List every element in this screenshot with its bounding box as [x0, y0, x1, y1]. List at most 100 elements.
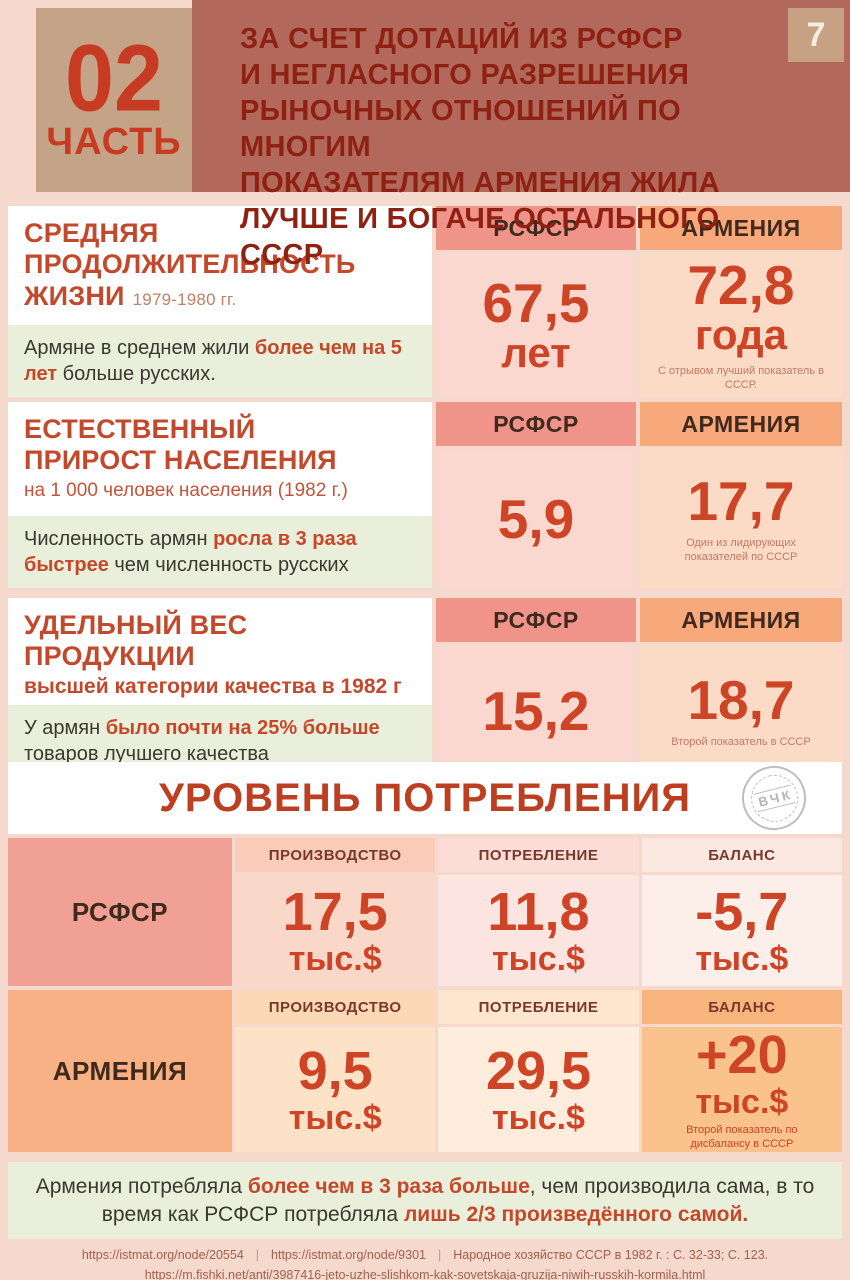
value-number: 17,5 [282, 882, 388, 942]
section-info-panel: ЕСТЕСТВЕННЫЙ ПРИРОСТ НАСЕЛЕНИЯ на 1 000 … [8, 402, 432, 588]
armenia-column-header: АРМЕНИЯ [640, 206, 842, 250]
armenia-column-header: АРМЕНИЯ [640, 402, 842, 446]
rsfsr-column-header: РСФСР [436, 402, 636, 446]
armenia-value-cell: 72,8 года С отрывом лучший показатель в … [640, 254, 842, 397]
section-product-quality: УДЕЛЬНЫЙ ВЕС ПРОДУКЦИИ высшей категории … [8, 598, 842, 777]
section-population-growth: ЕСТЕСТВЕННЫЙ ПРИРОСТ НАСЕЛЕНИЯ на 1 000 … [8, 402, 842, 588]
page-number-badge: 7 [788, 8, 844, 62]
section-subtitle: на 1 000 человек населения (1982 г.) [24, 479, 348, 501]
part-label: ЧАСТЬ [46, 121, 182, 164]
column-header-production: ПРОИЗВОДСТВО [235, 990, 436, 1024]
footer-separator: | [438, 1248, 442, 1263]
section-title-line: ПРИРОСТ НАСЕЛЕНИЯ [24, 445, 337, 476]
value-number: +20 [696, 1024, 788, 1085]
title-line: ПОКАЗАТЕЛЯМ АРМЕНИЯ ЖИЛА [240, 166, 720, 199]
consumption-title: УРОВЕНЬ ПОТРЕБЛЕНИЯ [158, 775, 691, 820]
section-title-line: УДЕЛЬНЫЙ ВЕС ПРОДУКЦИИ [24, 610, 248, 672]
note-text: больше русских. [57, 362, 216, 385]
cell-rsfsr-balance: БАЛАНС -5,7 тыс.$ [641, 838, 842, 986]
note-highlight: было почти на 25% больше [105, 716, 380, 739]
stamp-icon: ВЧК [735, 759, 813, 837]
cell-armenia-balance: БАЛАНС +20 тыс.$ Второй показатель по ди… [641, 990, 842, 1152]
note-text: чем численность русских [108, 554, 349, 576]
note-highlight: более чем на 5 лет [24, 336, 402, 385]
section-note: Армяне в среднем жили более чем на 5 лет… [8, 324, 432, 397]
title-line: РЫНОЧНЫХ ОТНОШЕНИЙ ПО МНОГИМ [240, 94, 681, 163]
value-cell: 11,8 тыс.$ [438, 875, 639, 986]
armenia-caption: С отрывом лучший показатель в СССР. [658, 365, 824, 392]
rsfsr-value-cell: 67,5 лет [436, 254, 636, 397]
section-info-panel: УДЕЛЬНЫЙ ВЕС ПРОДУКЦИИ высшей категории … [8, 598, 432, 777]
column-header-consumption: ПОТРЕБЛЕНИЕ [438, 838, 639, 872]
consumption-row-armenia: АРМЕНИЯ ПРОИЗВОДСТВО 9,5 тыс.$ ПОТРЕБЛЕН… [8, 990, 842, 1152]
value-unit: тыс.$ [695, 1082, 789, 1121]
note-text: , чем производила сама, в то время как Р… [101, 1175, 815, 1226]
note-text: У армян [24, 716, 106, 739]
note-text: Численность армян [24, 528, 214, 550]
header: 02 ЧАСТЬ ЗА СЧЕТ ДОТАЦИЙ ИЗ РСФСР И НЕГЛ… [0, 0, 850, 271]
note-text: товаров лучшего качества [24, 742, 269, 765]
bottom-summary-note: Армения потребляла более чем в 3 раза бо… [8, 1162, 842, 1240]
cell-armenia-production: ПРОИЗВОДСТВО 9,5 тыс.$ [235, 990, 436, 1152]
part-badge: 02 ЧАСТЬ [36, 8, 192, 192]
footer-line-2: https://m.fishki.net/anti/3987416-jeto-u… [0, 1266, 850, 1280]
value-number: 29,5 [485, 1041, 592, 1101]
source-citation: Народное хозяйство СССР в 1982 г. : С. 3… [453, 1248, 769, 1263]
stamp-text: ВЧК [753, 784, 795, 812]
value-number: -5,7 [695, 882, 789, 942]
value-unit: тыс.$ [288, 940, 382, 978]
section-heading: УДЕЛЬНЫЙ ВЕС ПРОДУКЦИИ высшей категории … [8, 598, 432, 705]
page-title: ЗА СЧЕТ ДОТАЦИЙ ИЗ РСФСР И НЕГЛАСНОГО РА… [240, 22, 770, 274]
value-unit: тыс.$ [695, 940, 789, 978]
section-heading: ЕСТЕСТВЕННЫЙ ПРИРОСТ НАСЕЛЕНИЯ на 1 000 … [8, 402, 432, 508]
section-heading: СРЕДНЯЯ ПРОДОЛЖИТЕЛЬНОСТЬ ЖИЗНИ 1979-1980… [8, 206, 432, 318]
column-header-consumption: ПОТРЕБЛЕНИЕ [438, 990, 639, 1024]
cell-rsfsr-consumption: ПОТРЕБЛЕНИЕ 11,8 тыс.$ [438, 838, 639, 986]
armenia-column: АРМЕНИЯ 17,7 Один из лидирующих показате… [640, 402, 842, 588]
rsfsr-column-header: РСФСР [436, 206, 636, 250]
note-text: Армения потребляла [35, 1175, 248, 1198]
rsfsr-value: 5,9 [497, 487, 575, 550]
section-subtitle: высшей категории качества в 1982 г [24, 674, 402, 698]
section-title-text: ЖИЗНИ [24, 280, 125, 311]
armenia-column: АРМЕНИЯ 18,7 Второй показатель в СССР [640, 598, 842, 777]
consumption-title-band: УРОВЕНЬ ПОТРЕБЛЕНИЯ ВЧК [8, 759, 842, 837]
footer-separator: | [255, 1248, 260, 1263]
footer-line-1: https://istmat.org/node/20554 | https://is… [0, 1246, 850, 1265]
section-note: Численность армян росла в 3 раза быстрее… [8, 516, 432, 588]
rsfsr-value: 15,2 [482, 679, 590, 742]
value-cell: 9,5 тыс.$ [235, 1027, 436, 1152]
rsfsr-value-cell: 5,9 [436, 450, 636, 588]
armenia-value: 17,7 [687, 469, 795, 532]
source-link-3[interactable]: https://m.fishki.net/anti/3987416-jeto-u… [144, 1267, 706, 1280]
section-title-line: СРЕДНЯЯ [24, 218, 159, 248]
armenia-column: АРМЕНИЯ 72,8 года С отрывом лучший показ… [640, 206, 842, 397]
cell-armenia-consumption: ПОТРЕБЛЕНИЕ 29,5 тыс.$ [438, 990, 639, 1152]
section-subtitle: 1979-1980 гг. [132, 289, 237, 309]
note-highlight: более чем в 3 раза больше [247, 1175, 530, 1198]
row-label-armenia: АРМЕНИЯ [8, 990, 232, 1152]
value-cell: 17,5 тыс.$ [235, 875, 436, 986]
rsfsr-value-cell: 15,2 [436, 646, 636, 777]
title-line: И НЕГЛАСНОГО РАЗРЕШЕНИЯ [240, 58, 690, 91]
rsfsr-column: РСФСР 5,9 [436, 402, 636, 588]
source-link-2[interactable]: https://istmat.org/node/9301 [271, 1248, 426, 1263]
footer-sources: https://istmat.org/node/20554 | https://is… [0, 1246, 850, 1280]
armenia-column-header: АРМЕНИЯ [640, 598, 842, 642]
row-label-rsfsr: РСФСР [8, 838, 232, 986]
rsfsr-column-header: РСФСР [436, 598, 636, 642]
value-unit: тыс.$ [492, 940, 585, 978]
consumption-row-rsfsr: РСФСР ПРОИЗВОДСТВО 17,5 тыс.$ ПОТРЕБЛЕНИ… [8, 838, 842, 986]
source-link-1[interactable]: https://istmat.org/node/20554 [81, 1248, 244, 1263]
header-background [192, 0, 850, 192]
stamp-inner-ring: ВЧК [745, 769, 803, 827]
value-unit: тыс.$ [492, 1099, 585, 1137]
armenia-caption: Второй показатель в СССР [671, 736, 811, 749]
rsfsr-column: РСФСР 67,5 лет [436, 206, 636, 397]
note-highlight: лишь 2/3 произведённого самой. [403, 1202, 749, 1226]
value-number: 11,8 [487, 882, 590, 942]
armenia-caption: Один из лидирующих показателей по СССР [684, 536, 798, 563]
title-line: ЗА СЧЕТ ДОТАЦИЙ ИЗ РСФСР [240, 23, 683, 55]
armenia-balance-caption: Второй показатель по дисбалансу в СССР [686, 1123, 798, 1150]
